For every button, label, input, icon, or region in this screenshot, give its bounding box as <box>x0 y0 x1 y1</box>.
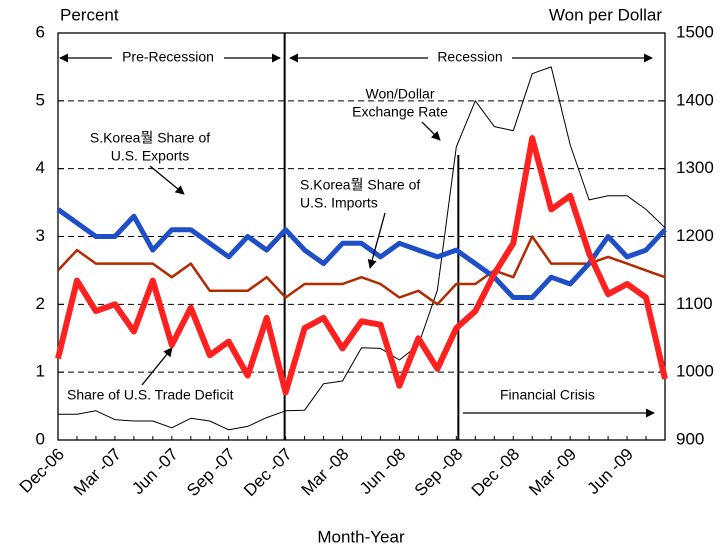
y2-tick-label: 1000 <box>676 362 714 381</box>
series-line <box>57 235 666 306</box>
x-tick-label: Dec -07 <box>240 445 296 501</box>
x-tick-label: Mar -07 <box>70 445 125 500</box>
annotation: Share of U.S. Trade Deficit <box>67 387 234 403</box>
x-tick-label: Dec -08 <box>468 445 524 501</box>
y2-tick-label: 1400 <box>676 90 714 109</box>
x-tick-label: Mar -08 <box>298 445 353 500</box>
y-tick-label: 5 <box>36 90 45 109</box>
y-tick-label: 2 <box>36 294 45 313</box>
x-tick-label: Sep -07 <box>183 445 239 501</box>
annotation: U.S. Exports <box>111 148 190 164</box>
y-tick-label: 1 <box>36 362 45 381</box>
y2-tick-label: 1200 <box>676 226 714 245</box>
x-tick-label: Sep -08 <box>411 445 467 501</box>
y2-axis-title: Won per Dollar <box>549 5 662 24</box>
y-axis-title: Percent <box>60 5 119 24</box>
annotation-bg <box>112 48 224 68</box>
y-tick-label: 0 <box>36 429 45 448</box>
annotation: Financial Crisis <box>500 387 595 403</box>
annotation: Won/Dollar <box>366 86 435 102</box>
series-line <box>58 66 666 431</box>
annotation: Pre-Recession <box>122 49 214 65</box>
y-tick-label: 4 <box>36 158 45 177</box>
plot <box>55 32 668 441</box>
annotation: Exchange Rate <box>352 104 448 120</box>
x-tick-label: Dec-06 <box>16 445 68 497</box>
y2-tick-label: 1100 <box>676 294 713 313</box>
y2-tick-label: 900 <box>676 429 704 448</box>
y2-tick-label: 1300 <box>676 158 714 177</box>
annotation: Recession <box>437 49 502 65</box>
annotation: U.S. Imports <box>300 195 378 211</box>
x-tick-label: Jun -07 <box>128 445 182 499</box>
x-axis-title: Month-Year <box>317 527 405 546</box>
x-tick-label: Jun -09 <box>584 445 638 499</box>
x-tick-label: Mar -09 <box>525 445 580 500</box>
annotation: S.Korea뭘 Share of <box>300 177 420 193</box>
y-tick-label: 6 <box>36 22 45 41</box>
annotation-bg <box>428 48 512 68</box>
series-line <box>55 135 668 396</box>
y2-tick-label: 1500 <box>676 22 714 41</box>
annotation: S.Korea뭘 Share of <box>90 130 210 146</box>
x-tick-label: Jun -08 <box>356 445 410 499</box>
y-tick-label: 3 <box>36 226 45 245</box>
series-line <box>56 207 667 300</box>
